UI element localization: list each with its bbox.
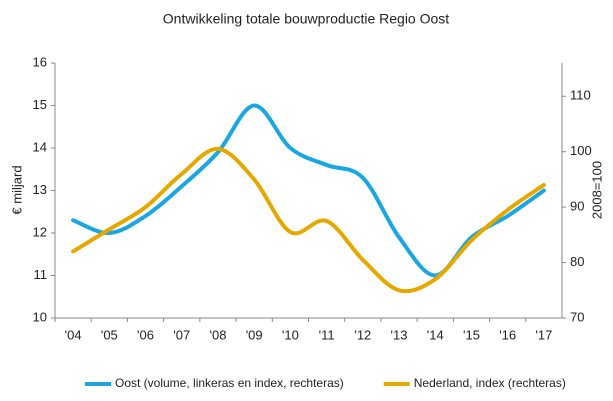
y-tick-label: 15	[33, 97, 47, 112]
y-tick-label: 12	[33, 224, 47, 239]
y2-tick-label: 80	[570, 254, 584, 269]
y2-tick-label: 100	[570, 143, 592, 158]
y-axis-label: € miljard	[9, 165, 24, 214]
x-tick-label: '05	[101, 327, 118, 342]
x-tick-label: '17	[535, 327, 552, 342]
y-tick-label: 14	[33, 139, 47, 154]
x-tick-label: '08	[209, 327, 226, 342]
x-tick-label: '16	[499, 327, 516, 342]
y-tick-label: 11	[34, 267, 48, 282]
x-tick-label: '06	[137, 327, 154, 342]
series-line	[71, 103, 546, 278]
legend-label: Oost (volume, linkeras en index, rechter…	[115, 376, 344, 390]
x-tick-label: '10	[282, 327, 299, 342]
x-tick-label: '11	[319, 327, 335, 342]
x-tick-label: '07	[173, 327, 190, 342]
y2-tick-label: 90	[570, 199, 584, 214]
x-tick-label: '14	[427, 327, 444, 342]
legend-label: Nederland, index (rechteras)	[414, 376, 566, 390]
x-tick-label: '04	[65, 327, 82, 342]
x-tick-label: '12	[354, 327, 371, 342]
x-tick-label: '13	[391, 327, 408, 342]
y-tick-label: 13	[33, 182, 47, 197]
chart-title: Ontwikkeling totale bouwproductie Regio …	[163, 11, 449, 27]
y2-tick-label: 70	[570, 309, 584, 324]
y-tick-label: 10	[33, 309, 47, 324]
x-tick-label: '15	[463, 327, 480, 342]
y-tick-label: 16	[33, 54, 47, 69]
y2-axis-label: 2008=100	[589, 161, 604, 219]
series-line	[71, 146, 546, 294]
y2-tick-label: 110	[570, 88, 591, 103]
x-tick-label: '09	[246, 327, 263, 342]
